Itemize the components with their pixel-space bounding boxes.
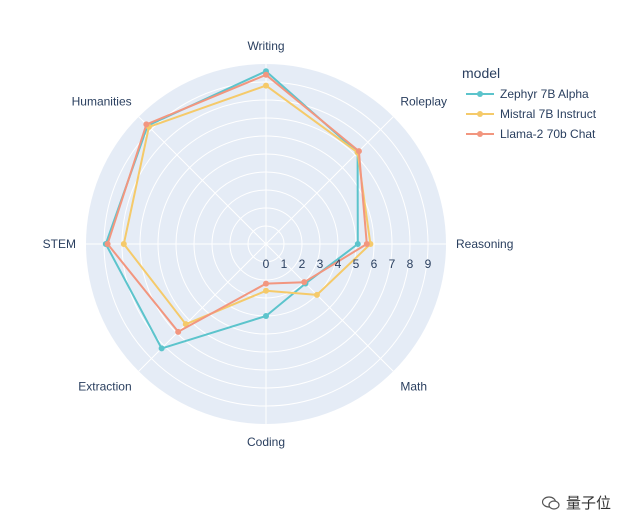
radial-tick-label: 9	[425, 257, 432, 271]
polar-grid	[86, 64, 446, 424]
series-layer	[102, 68, 374, 352]
axis-label-stem: STEM	[43, 237, 76, 251]
axis-label-extraction: Extraction	[78, 379, 131, 393]
axis-label-coding: Coding	[247, 435, 285, 449]
legend: model Zephyr 7B Alpha Mistral 7B Instruct…	[462, 65, 597, 141]
legend-item-label: Mistral 7B Instruct	[500, 107, 597, 121]
data-point	[175, 328, 182, 335]
axis-label-math: Math	[400, 379, 427, 393]
data-point	[301, 279, 308, 286]
legend-swatch-marker	[477, 91, 483, 97]
data-point	[263, 287, 269, 294]
legend-swatch-marker	[477, 131, 483, 137]
radial-tick-label: 7	[389, 257, 396, 271]
axis-labels: 0 1 2 3 4 5 6 7 8 9 Writing Roleplay Reasoning Math Co…	[43, 39, 514, 449]
legend-title: model	[462, 65, 500, 81]
grid-spoke	[265, 116, 394, 245]
legend-swatch-marker	[477, 111, 483, 117]
data-point	[355, 148, 362, 155]
legend-item-label: Zephyr 7B Alpha	[500, 87, 589, 101]
radial-tick-label: 2	[299, 257, 306, 271]
data-point	[263, 280, 269, 287]
data-point	[354, 241, 361, 247]
data-point	[263, 82, 269, 89]
data-point	[158, 345, 165, 352]
data-point	[120, 241, 127, 247]
radial-tick-label: 5	[353, 257, 360, 271]
radial-tick-label: 3	[317, 257, 324, 271]
data-point	[263, 71, 269, 78]
wechat-icon	[541, 495, 560, 510]
radial-tick-label: 0	[263, 257, 270, 271]
radial-tick-label: 8	[407, 257, 414, 271]
radial-tick-label: 1	[281, 257, 288, 271]
data-point	[143, 121, 150, 128]
grid-spoke	[265, 243, 394, 372]
axis-label-roleplay: Roleplay	[400, 95, 447, 109]
data-point	[363, 241, 370, 247]
data-point	[263, 313, 269, 319]
watermark-text: 量子位	[565, 495, 611, 512]
axis-label-reasoning: Reasoning	[456, 237, 513, 251]
watermark: 量子位	[541, 492, 611, 513]
radial-tick-label: 6	[371, 257, 378, 271]
axis-label-writing: Writing	[247, 39, 284, 53]
data-point	[104, 241, 111, 247]
data-point	[313, 291, 320, 298]
legend-item-label: Llama-2 70b Chat	[500, 127, 596, 141]
radial-tick-label: 4	[335, 257, 342, 271]
axis-label-humanities: Humanities	[72, 95, 132, 109]
grid-spoke	[138, 116, 267, 245]
